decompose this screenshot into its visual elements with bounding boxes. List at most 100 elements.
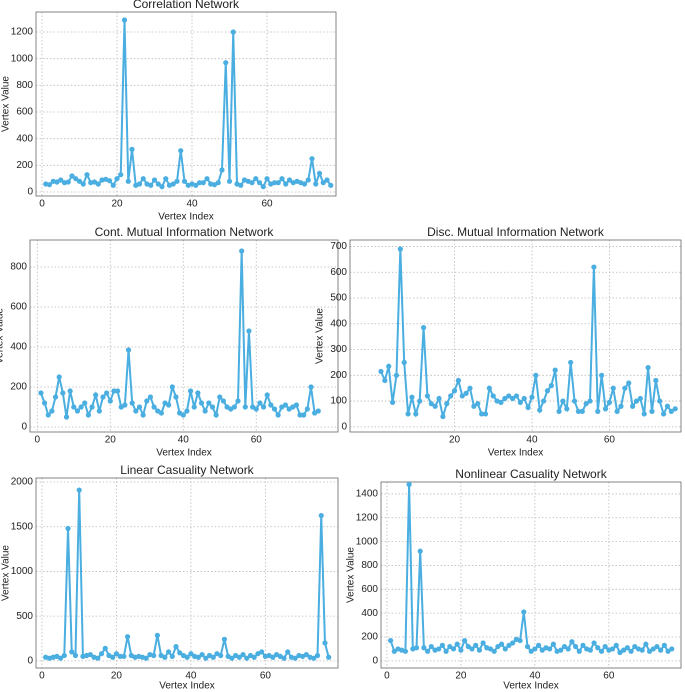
point [378,368,384,375]
point [238,182,244,188]
y-tick-label: 0 [21,422,27,433]
point [664,403,671,409]
point [80,181,86,187]
point [617,649,623,656]
point [632,643,638,650]
point [193,182,199,188]
point [74,408,81,414]
point [117,653,123,659]
point [292,655,298,661]
point [56,374,62,380]
point [595,645,601,651]
point [76,178,83,184]
y-tick-label: 600 [10,302,27,313]
point [633,398,640,404]
point [93,392,99,398]
y-axis-label: Vertex Value [0,308,6,364]
point [303,651,309,658]
point [58,177,64,183]
point [547,646,553,652]
y-tick-label: 200 [361,632,378,643]
point [318,512,324,519]
x-tick-label: 0 [384,671,390,682]
point [65,525,71,532]
point [624,645,630,651]
point [558,647,564,653]
point [388,637,394,644]
point [420,325,427,331]
x-tick-label: 40 [529,671,541,682]
series-line [45,490,330,660]
point [73,176,79,182]
point [409,394,415,400]
point [386,363,392,369]
point [72,652,79,659]
point [529,394,535,400]
point [286,177,293,183]
point [169,653,175,659]
panel: 0 100 200 300 400 500 600 700 20 40 60 Disc. Mutual… [315,225,682,459]
point [271,180,278,186]
point [406,481,412,487]
point [606,399,612,405]
point [304,406,310,412]
point [184,408,190,414]
point [170,181,176,187]
point [275,180,281,186]
point [69,649,75,655]
point [136,181,143,187]
panel: 0 500 1000 1500 2000 0 20 40 60 Linear Casuality … [1,463,339,692]
point [251,654,257,660]
point [85,412,91,418]
x-axis-label: Vertex Index [503,681,559,692]
point [140,412,146,418]
point [326,654,332,660]
point [65,179,71,185]
point [428,401,434,407]
point [209,404,216,410]
point [490,393,496,399]
point [439,642,446,648]
point [151,177,158,183]
point [498,641,505,647]
x-tick-label: 20 [449,435,461,446]
point [401,359,407,366]
point [417,548,423,554]
point [509,395,516,402]
y-tick-label: 800 [10,262,27,273]
point [436,395,442,402]
point [240,651,246,658]
point [121,17,128,23]
point [486,385,492,391]
point [639,647,645,653]
point [87,651,93,658]
y-tick-label: 200 [16,160,33,171]
x-tick-label: 20 [111,671,123,682]
point [436,646,442,652]
point [188,651,194,657]
point [413,411,419,417]
point [475,401,481,407]
point [521,609,527,615]
y-tick-label: 300 [330,344,347,355]
y-tick-label: 1500 [11,521,34,532]
point [459,393,465,399]
point [264,176,270,182]
x-tick-label: 40 [178,435,190,446]
point [285,649,291,655]
point [57,655,64,661]
y-tick-label: 600 [361,584,378,595]
point [200,180,206,186]
point [114,388,121,394]
point [191,404,197,410]
point [158,410,164,416]
point [60,390,66,396]
point [621,647,627,653]
point [591,640,597,646]
point [660,411,667,417]
y-tick-label: 500 [330,293,347,304]
x-tick-label: 0 [35,435,41,446]
point [210,654,216,660]
point [223,60,229,66]
point [151,652,157,659]
